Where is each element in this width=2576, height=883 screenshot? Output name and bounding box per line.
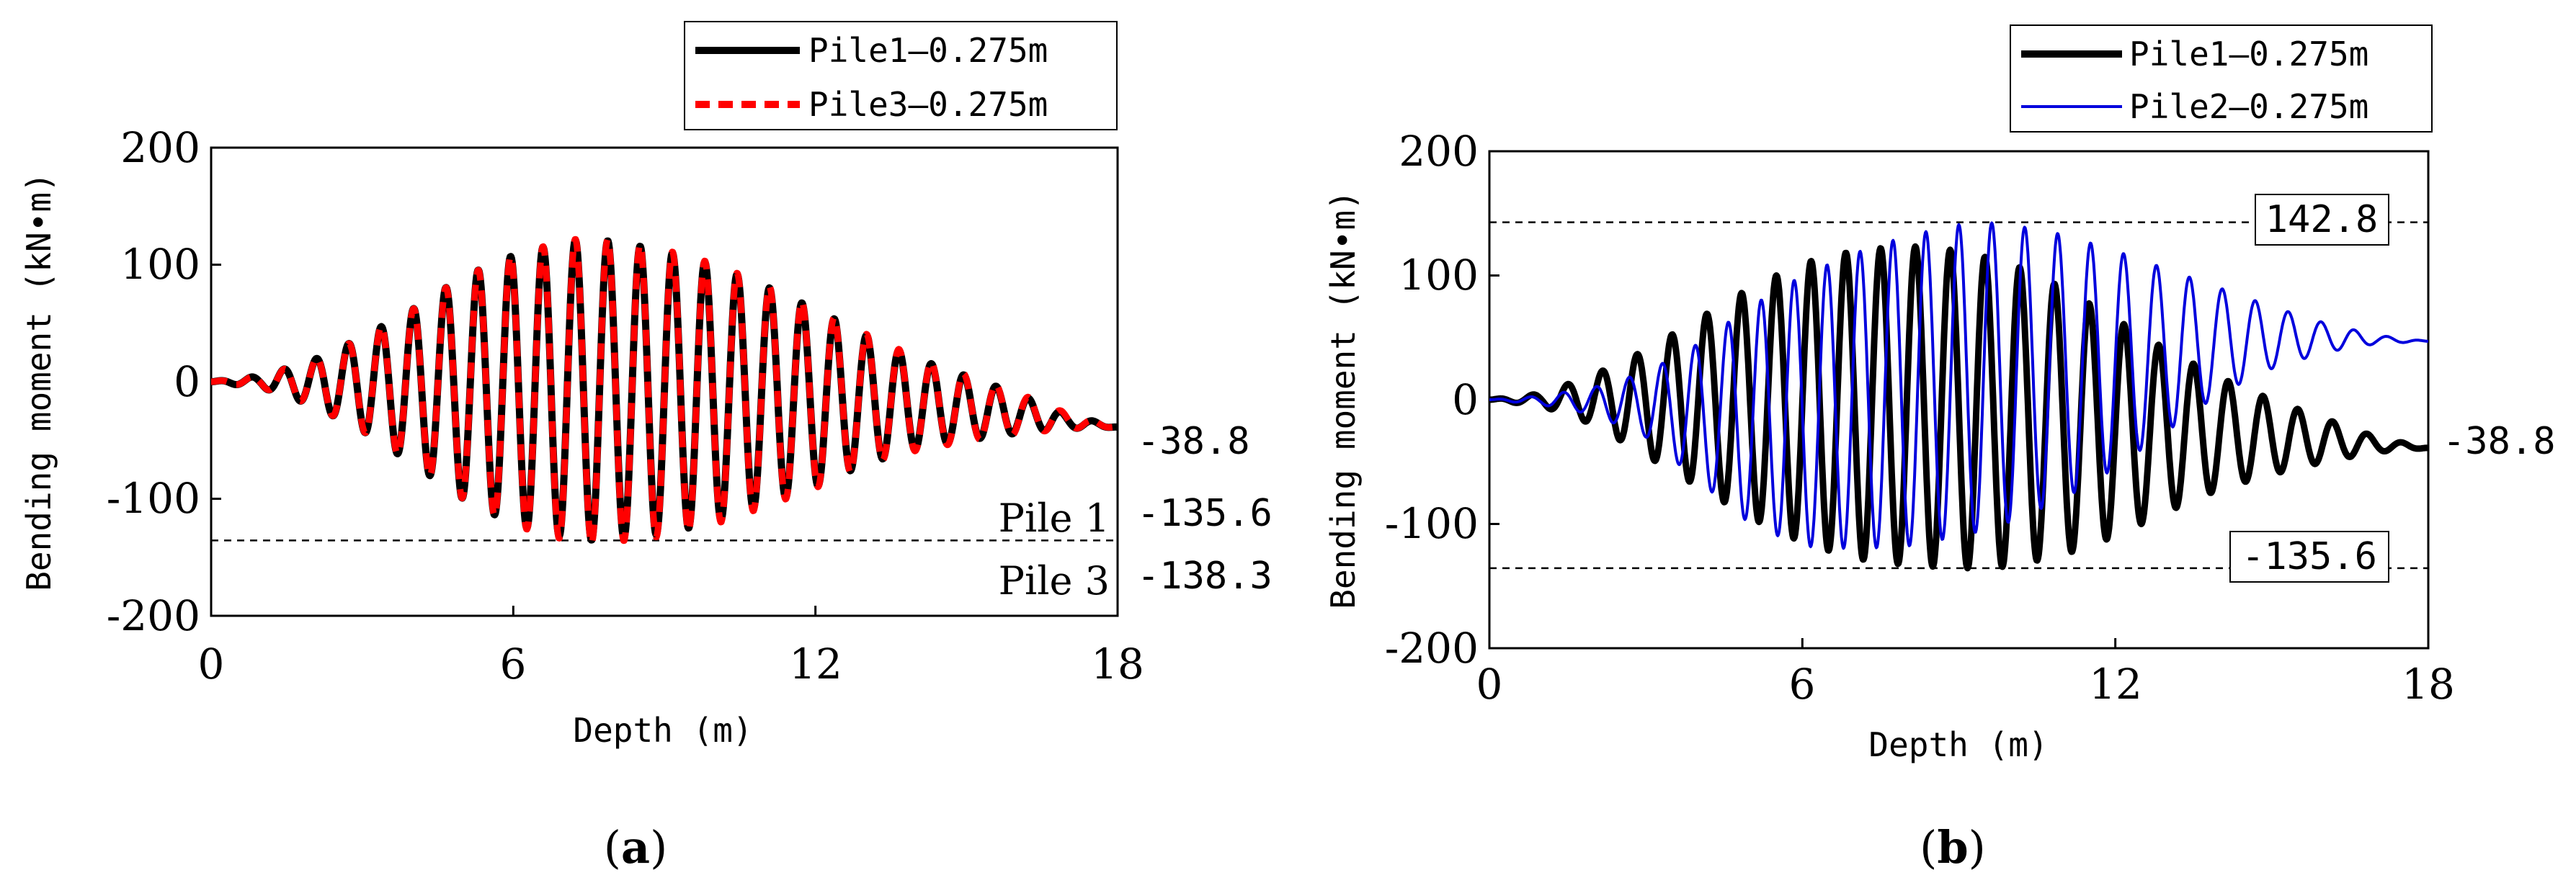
b-xtick-6: 6: [1789, 660, 1816, 709]
b-xtick-12: 12: [2089, 660, 2142, 709]
a-right-label-pile1-min: -135.6: [1137, 492, 1273, 535]
b-xtick-0: 0: [1476, 660, 1503, 709]
a-xtick-0: 0: [198, 640, 225, 689]
b-ytick-neg200: -200: [1385, 624, 1479, 673]
panel-a: 200 100 0 -100 -200 0 6 12 18 Depth (m) …: [19, 21, 1273, 874]
legend-box-b: [2010, 24, 2433, 133]
b-ytick-0: 0: [1452, 375, 1479, 424]
a-xtick-6: 6: [500, 640, 527, 689]
ref-label-bottom-b: -135.6: [2242, 535, 2377, 578]
a-xtick-12: 12: [789, 640, 842, 689]
legend-label-pile1-b: Pile1–0.275m: [2129, 35, 2368, 73]
axis-ticks-a: [210, 146, 1119, 617]
b-right-label-final: -38.8: [2443, 420, 2556, 463]
a-ylabel: Bending moment (kN•m): [19, 172, 58, 591]
a-xlabel: Depth (m): [573, 711, 752, 750]
b-xtick-18: 18: [2402, 660, 2455, 709]
b-ylabel: Bending moment (kN•m): [1324, 190, 1363, 609]
ref-label-top-b: 142.8: [2265, 198, 2379, 241]
legend-box-a: [684, 21, 1118, 130]
caption-b-letter: b: [1937, 821, 1968, 874]
series-group-a: [208, 236, 1121, 547]
a-series-line-2: [208, 236, 1120, 547]
a-annot-pile1: Pile 1: [999, 496, 1110, 541]
caption-a: (a): [604, 821, 668, 874]
ref-label-box-top-b: [2255, 194, 2389, 246]
b-ytick-200: 200: [1399, 127, 1479, 176]
legend-label-pile3-a: Pile3–0.275m: [808, 85, 1048, 124]
b-series-line-2: [1488, 221, 2430, 550]
b-ytick-neg100: -100: [1385, 499, 1479, 548]
b-ytick-100: 100: [1399, 251, 1479, 300]
panel-b: 200 100 0 -100 -200 0 6 12 18 Depth (m) …: [1324, 24, 2556, 874]
a-ytick-neg100: -100: [107, 474, 200, 523]
ref-label-box-bottom-b: [2229, 531, 2389, 583]
a-ytick-neg200: -200: [107, 591, 200, 640]
a-ytick-100: 100: [120, 240, 200, 289]
a-series-line-1: [208, 236, 1121, 544]
caption-b: (b): [1920, 821, 1986, 874]
caption-a-letter: a: [621, 821, 650, 874]
a-annot-pile3: Pile 3: [999, 558, 1110, 604]
legend-label-pile1-a: Pile1–0.275m: [808, 31, 1048, 70]
b-series-line-1: [1487, 243, 2431, 572]
legend-label-pile2-b: Pile2–0.275m: [2129, 87, 2368, 126]
a-xtick-18: 18: [1091, 640, 1144, 689]
a-ytick-200: 200: [120, 123, 200, 172]
series-group-b: [1487, 221, 2431, 572]
a-right-label-final: -38.8: [1137, 420, 1250, 463]
a-right-label-pile3-min: -138.3: [1137, 555, 1273, 598]
a-ytick-0: 0: [174, 357, 200, 406]
b-xlabel: Depth (m): [1868, 725, 2048, 764]
